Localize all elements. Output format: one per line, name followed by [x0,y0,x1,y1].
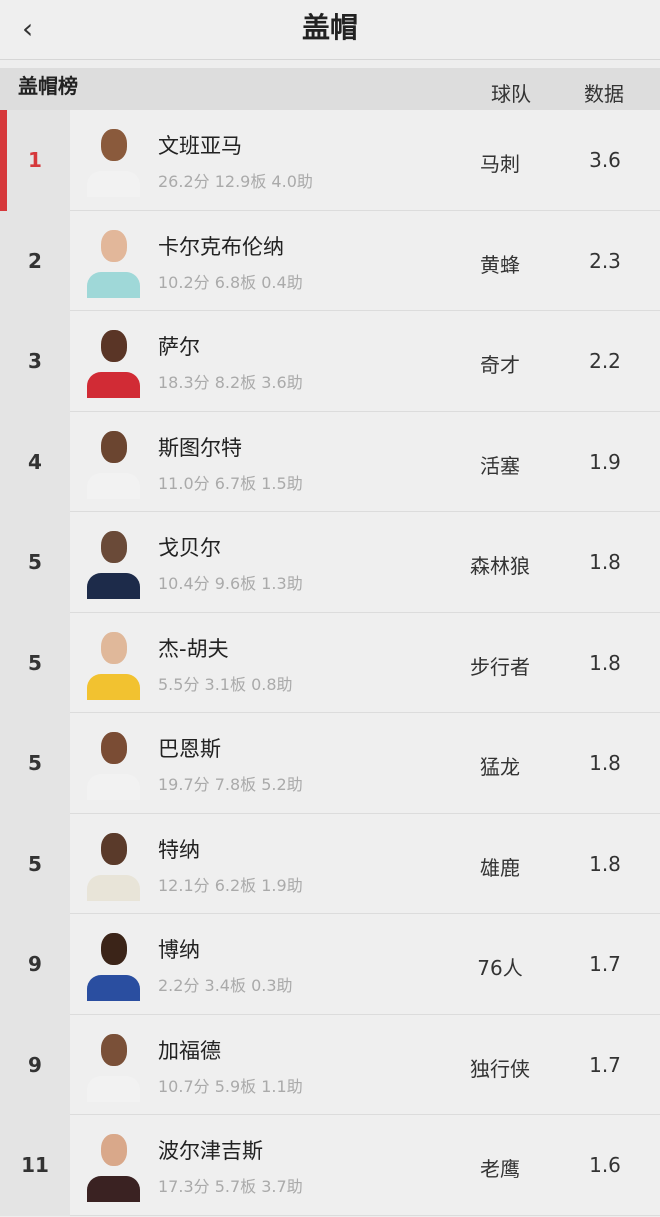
column-header-team: 球队 [491,82,531,106]
player-info[interactable]: 萨尔 18.3分 8.2板 3.6助 奇才 2.2 [70,311,660,412]
rank: 9 [0,914,70,1015]
rank: 4 [0,411,70,512]
player-info[interactable]: 波尔津吉斯 17.3分 5.7板 3.7助 老鹰 1.6 [70,1115,660,1216]
rank: 5 [0,612,70,713]
rank: 3 [0,311,70,412]
player-avatar [87,1028,140,1102]
player-info[interactable]: 戈贝尔 10.4分 9.6板 1.3助 森林狼 1.8 [70,512,660,613]
player-name[interactable]: 杰-胡夫 [158,636,229,661]
blocks-value: 2.2 [589,349,621,373]
leaderboard-title: 盖帽榜 [18,74,78,98]
rank: 11 [0,1115,70,1216]
player-info[interactable]: 博纳 2.2分 3.4板 0.3助 76人 1.7 [70,914,660,1015]
player-row[interactable]: 1 文班亚马 26.2分 12.9板 4.0助 马刺 3.6 [0,110,660,211]
blocks-value: 1.8 [589,751,621,775]
player-name[interactable]: 巴恩斯 [158,737,221,761]
player-stats: 17.3分 5.7板 3.7助 [158,1177,303,1196]
player-name[interactable]: 加福德 [158,1038,221,1063]
player-team: 活塞 [480,453,520,478]
player-info[interactable]: 文班亚马 26.2分 12.9板 4.0助 马刺 3.6 [70,110,660,211]
rank: 1 [0,110,70,211]
player-stats: 10.7分 5.9板 1.1助 [158,1076,303,1096]
player-info[interactable]: 特纳 12.1分 6.2板 1.9助 雄鹿 1.8 [70,813,660,914]
player-avatar [87,726,140,800]
top-bar: ‹ 盖帽 [0,0,660,60]
player-stats: 26.2分 12.9板 4.0助 [158,172,313,191]
player-row[interactable]: 5 特纳 12.1分 6.2板 1.9助 雄鹿 1.8 [0,813,660,914]
player-avatar [87,927,140,1001]
player-row[interactable]: 5 杰-胡夫 5.5分 3.1板 0.8助 步行者 1.8 [0,612,660,713]
blocks-value: 1.7 [589,1052,621,1077]
blocks-value: 1.9 [589,449,621,474]
player-team: 马刺 [480,152,520,176]
blocks-value: 1.8 [589,550,621,574]
player-avatar [87,1128,140,1202]
player-row[interactable]: 2 卡尔克布伦纳 10.2分 6.8板 0.4助 黄蜂 2.3 [0,210,660,311]
player-row[interactable]: 5 戈贝尔 10.4分 9.6板 1.3助 森林狼 1.8 [0,512,660,613]
player-stats: 10.4分 9.6板 1.3助 [158,574,303,593]
page-title: 盖帽 [301,11,358,44]
player-name[interactable]: 文班亚马 [158,134,242,158]
player-team: 步行者 [470,654,530,679]
player-team: 独行侠 [470,1056,530,1081]
player-stats: 18.3分 8.2板 3.6助 [158,373,303,392]
player-team: 黄蜂 [480,252,520,277]
rank: 9 [0,1014,70,1115]
leaderboard-header: 盖帽榜 球队 数据 [0,68,660,110]
player-team: 76人 [477,956,523,980]
blocks-value: 1.8 [589,650,621,675]
player-stats: 12.1分 6.2板 1.9助 [158,875,303,895]
player-info[interactable]: 巴恩斯 19.7分 7.8板 5.2助 猛龙 1.8 [70,713,660,814]
player-info[interactable]: 加福德 10.7分 5.9板 1.1助 独行侠 1.7 [70,1014,660,1115]
player-stats: 19.7分 7.8板 5.2助 [158,775,303,794]
player-name[interactable]: 特纳 [158,837,200,862]
player-avatar [87,324,140,398]
rank: 5 [0,512,70,613]
player-avatar [87,425,140,499]
blocks-value: 3.6 [589,148,621,172]
blocks-value: 2.3 [589,248,621,273]
player-row[interactable]: 3 萨尔 18.3分 8.2板 3.6助 奇才 2.2 [0,311,660,412]
player-name[interactable]: 波尔津吉斯 [158,1139,263,1163]
blocks-value: 1.7 [589,952,621,976]
player-row[interactable]: 5 巴恩斯 19.7分 7.8板 5.2助 猛龙 1.8 [0,713,660,814]
player-stats: 5.5分 3.1板 0.8助 [158,674,293,694]
player-avatar [87,525,140,599]
player-row[interactable]: 4 斯图尔特 11.0分 6.7板 1.5助 活塞 1.9 [0,411,660,512]
player-team: 奇才 [480,353,520,377]
rank: 5 [0,713,70,814]
player-team: 老鹰 [480,1157,520,1181]
player-team: 森林狼 [470,554,530,578]
player-stats: 10.2分 6.8板 0.4助 [158,272,303,292]
player-avatar [87,626,140,700]
player-info[interactable]: 杰-胡夫 5.5分 3.1板 0.8助 步行者 1.8 [70,612,660,713]
player-avatar [87,224,140,298]
player-stats: 11.0分 6.7板 1.5助 [158,473,303,493]
column-header-value: 数据 [584,82,624,106]
player-info[interactable]: 斯图尔特 11.0分 6.7板 1.5助 活塞 1.9 [70,411,660,512]
player-stats: 2.2分 3.4板 0.3助 [158,976,293,995]
blocks-value: 1.6 [589,1153,621,1177]
player-name[interactable]: 博纳 [158,938,200,962]
rank: 2 [0,210,70,311]
player-avatar [87,123,140,197]
player-name[interactable]: 萨尔 [158,335,200,359]
player-info[interactable]: 卡尔克布伦纳 10.2分 6.8板 0.4助 黄蜂 2.3 [70,210,660,311]
player-team: 猛龙 [480,755,520,779]
player-name[interactable]: 戈贝尔 [158,536,221,560]
player-team: 雄鹿 [480,855,520,880]
player-avatar [87,827,140,901]
player-row[interactable]: 9 加福德 10.7分 5.9板 1.1助 独行侠 1.7 [0,1014,660,1115]
player-name[interactable]: 斯图尔特 [158,435,242,460]
leaderboard-list: 1 文班亚马 26.2分 12.9板 4.0助 马刺 3.6 2 卡尔克布伦纳 … [0,110,660,1216]
blocks-value: 1.8 [589,851,621,876]
rank: 5 [0,813,70,914]
chevron-left-icon[interactable]: ‹ [22,12,34,45]
player-row[interactable]: 11 波尔津吉斯 17.3分 5.7板 3.7助 老鹰 1.6 [0,1115,660,1216]
player-name[interactable]: 卡尔克布伦纳 [158,234,284,259]
player-row[interactable]: 9 博纳 2.2分 3.4板 0.3助 76人 1.7 [0,914,660,1015]
